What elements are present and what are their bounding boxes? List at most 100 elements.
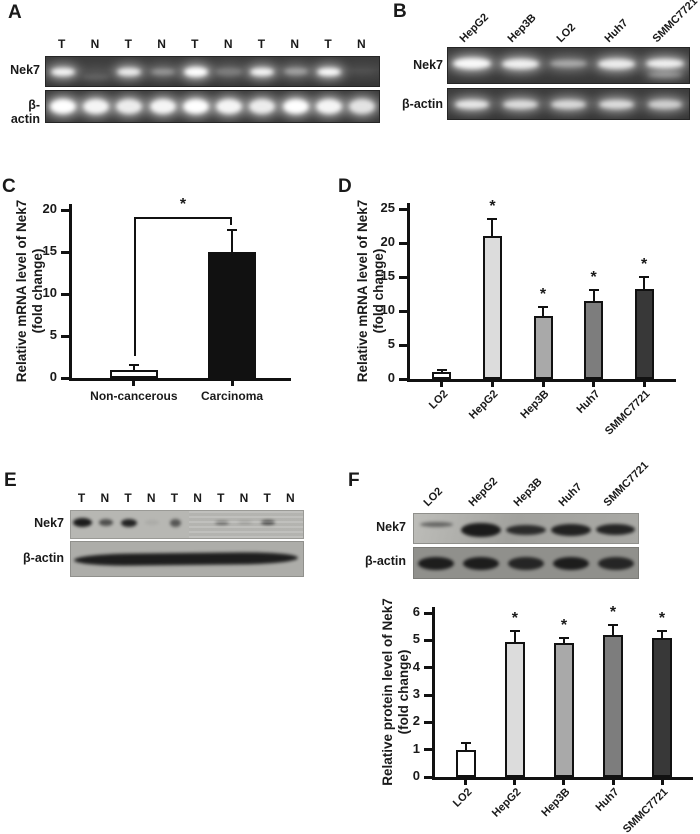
gel-band: [82, 73, 110, 80]
panel-b-gel-actin: [447, 88, 690, 120]
y-tick: [399, 241, 407, 245]
panel-e-blot-actin: [70, 541, 304, 577]
gel-band: [116, 99, 143, 114]
y-tick-label: 10: [380, 302, 395, 317]
panel-f-lane-labels: LO2 HepG2 Hep3B Huh7 SMMC7721: [413, 459, 651, 509]
x-axis: [407, 379, 676, 382]
bar-carcinoma: [208, 252, 257, 378]
significance-asterisk: *: [511, 610, 519, 628]
y-tick: [424, 775, 432, 779]
lane-label-n: N: [146, 491, 156, 505]
error-bar-cap: [227, 229, 238, 232]
x-tick: [464, 780, 468, 785]
lane-label-n: N: [239, 491, 249, 505]
panel-b-gel-nek7: [447, 47, 690, 84]
gel-band: [250, 67, 275, 76]
y-tick-label: 20: [42, 201, 57, 216]
gel-band: [216, 99, 243, 114]
gel-band: [120, 518, 138, 527]
y-tick: [61, 292, 69, 296]
significance-asterisk: *: [489, 197, 496, 215]
blot-exposure-seam: [189, 511, 303, 538]
error-bar-line: [513, 631, 516, 642]
panel-b-row-label-actin: β-actin: [402, 97, 443, 111]
gel-band-continuous: [73, 551, 299, 567]
error-bar-line: [464, 742, 467, 750]
error-bar-cap: [639, 276, 650, 278]
x-tick: [440, 382, 444, 387]
panel-f-y-axis-label: Relative protein level of Nek7 (fold cha…: [380, 532, 414, 834]
bar-hepg2: [504, 641, 525, 777]
lane-label-n: N: [193, 491, 202, 505]
panel-b-letter: B: [393, 1, 407, 22]
bar-smmc7721: [634, 288, 654, 379]
y-tick: [424, 693, 432, 697]
error-bar-line: [612, 625, 614, 635]
y-tick: [424, 611, 432, 615]
y-tick-label: 10: [42, 285, 57, 300]
gel-band: [461, 522, 501, 537]
y-tick: [399, 309, 407, 313]
gel-band: [349, 99, 376, 114]
bar-non-cancerous: [109, 369, 158, 378]
gel-band: [82, 99, 109, 114]
gel-band: [595, 524, 636, 535]
x-tick: [642, 382, 646, 387]
y-tick-label: 0: [412, 768, 420, 783]
error-bar-cap: [509, 630, 520, 633]
lane-label-smmc7721: SMMC7721: [650, 0, 700, 46]
y-tick-label: 2: [412, 713, 420, 729]
lane-label-t: T: [324, 37, 332, 51]
gel-band: [150, 68, 175, 75]
gel-band: [454, 99, 490, 109]
lane-label-n: N: [157, 37, 166, 51]
lane-label-smmc7721: SMMC7721: [601, 459, 651, 509]
y-tick-label: 5: [412, 631, 420, 647]
panel-f-row-label-nek7: Nek7: [376, 520, 406, 534]
panel-f-y-axis-label-line1: Relative protein level of Nek7: [380, 598, 395, 786]
panel-a-letter: A: [8, 2, 22, 23]
y-tick: [61, 208, 69, 212]
gel-band: [418, 556, 455, 570]
x-tick: [562, 780, 566, 785]
gel-band: [551, 523, 591, 536]
error-bar-cap: [588, 288, 599, 291]
x-tick: [513, 780, 517, 785]
sig-bracket-right: [230, 216, 233, 226]
lane-label-hep3b: Hep3B: [505, 11, 539, 46]
gel-band: [648, 72, 682, 77]
error-bar-line: [132, 364, 135, 370]
x-axis: [69, 378, 291, 381]
error-bar-line: [661, 630, 664, 638]
lane-label-t: T: [263, 491, 271, 505]
gel-band: [453, 58, 491, 69]
y-tick-label: 0: [387, 370, 395, 385]
x-tick: [660, 780, 664, 785]
gel-band: [317, 67, 342, 76]
error-bar-line: [440, 370, 443, 373]
gel-band: [501, 58, 540, 69]
error-bar-line: [542, 306, 545, 317]
panel-b-lane-labels: HepG2 Hep3B LO2 Huh7 SMMC7721: [447, 0, 700, 46]
y-tick-label: 15: [380, 268, 395, 283]
lane-label-lo2: LO2: [421, 485, 446, 509]
y-tick-label: 25: [380, 200, 395, 215]
lane-label-t: T: [124, 37, 132, 51]
panel-f-letter: F: [348, 470, 360, 491]
panel-e-row-label-actin: β-actin: [23, 551, 64, 565]
panel-f-bar-chart: 0 1 2 3 4 5 6 LO2 * HepG2 * Hep3B * Huh7 * SMMC7721: [413, 604, 693, 834]
gel-band: [316, 99, 343, 114]
y-axis: [407, 203, 410, 382]
gel-band: [215, 67, 243, 76]
bar-hepg2: [482, 236, 502, 379]
lane-label-huh7: Huh7: [556, 481, 585, 509]
y-tick: [424, 666, 432, 670]
x-category-label: Non-cancerous: [90, 389, 178, 403]
gel-band: [283, 68, 308, 75]
gel-band: [169, 518, 182, 527]
gel-band: [552, 556, 589, 570]
y-tick: [61, 250, 69, 254]
y-tick-label: 20: [380, 234, 395, 249]
lane-label-t: T: [191, 37, 199, 51]
